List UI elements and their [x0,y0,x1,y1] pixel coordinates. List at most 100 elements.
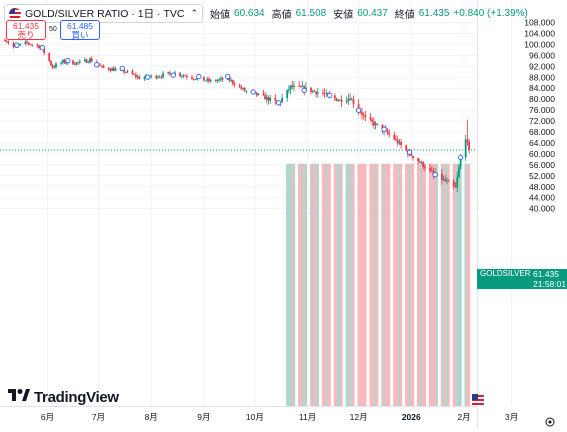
volume-bar [335,163,338,406]
candle-body [350,99,353,101]
event-marker[interactable] [225,73,231,80]
candle-body [357,103,360,111]
candle-body [51,64,54,68]
event-marker[interactable] [14,42,20,48]
event-marker[interactable] [327,92,333,99]
event-marker[interactable] [301,87,307,94]
candle-body [345,100,348,103]
y-tick-label: 100.000 [524,39,555,49]
y-tick-label: 60.000 [529,149,555,159]
candle-body [60,62,62,64]
event-marker[interactable] [119,65,125,72]
low-label: 安値 [333,10,354,21]
candle-body [133,74,136,76]
candle-body [364,115,367,117]
candle-body [337,100,340,102]
candle-body [468,141,470,150]
candle-body [429,168,431,171]
candle-body [87,62,90,64]
event-marker[interactable] [355,107,362,113]
volume-bar [371,163,374,406]
event-marker[interactable] [170,72,176,78]
y-tick-label: 68.000 [529,127,555,137]
candle-body [114,68,117,71]
candle-body [386,130,389,134]
candle-body [230,80,232,81]
volume-bar [454,163,457,406]
volume-bar [434,163,437,406]
sell-price: 61.435 [13,21,39,31]
volume-bar [420,163,423,406]
candle-body [72,60,74,65]
candle-body [63,59,66,64]
collapse-chevron-icon[interactable]: ⌃ [190,8,199,18]
candle-body [464,139,467,158]
us-flag-icon[interactable] [472,393,484,406]
volume-bar [406,163,409,406]
candle-body [371,119,374,122]
settings-gear-icon[interactable] [545,414,555,427]
volume-bar [464,163,467,406]
x-tick-label: 2月 [457,412,470,422]
candle-body [417,158,419,162]
event-marker[interactable] [276,100,282,106]
buy-button[interactable]: 61.485 買い [60,20,100,40]
candle-body [55,63,57,68]
candle-body [143,77,146,80]
event-marker[interactable] [381,126,387,132]
volume-bar [440,163,443,406]
chart-header: GOLD/SILVER RATIO · 1日 · TVC ⌃ 始値 60.634 … [4,4,528,23]
volume-bar [466,163,469,406]
symbol-price-tag: GOLDSILVER [477,269,531,289]
volume-bar [328,163,331,406]
volume-bar [292,163,296,406]
y-tick-label: 88.000 [529,72,555,82]
y-tick-label: 56.000 [529,160,555,170]
volume-bar [457,163,460,406]
event-marker[interactable] [39,45,46,51]
candle-body [264,95,266,100]
event-marker[interactable] [196,73,202,80]
volume-bar [287,163,290,406]
candle-body [78,61,81,63]
candle-body [162,73,164,78]
event-marker[interactable] [145,74,151,80]
candle-body [349,98,351,100]
candle-body [442,178,445,180]
candle-body [376,123,379,125]
volume-bar [326,163,330,406]
volume-bar [468,163,471,406]
volume-bar [325,163,328,406]
volume-bar [442,163,445,406]
tradingview-logo[interactable]: TradingView [8,388,119,406]
volume-bar [291,163,294,406]
event-marker[interactable] [94,62,100,68]
x-tick-label: 8月 [145,412,158,422]
volume-bar [299,163,302,406]
candle-body [204,80,207,82]
candle-body [299,86,302,88]
close-label: 終値 [394,10,415,21]
candle-body [167,72,170,74]
open-value: 60.634 [234,8,265,19]
volume-bar [304,163,307,406]
symbol-selector[interactable]: GOLD/SILVER RATIO · 1日 · TVC ⌃ [4,4,204,23]
candle-body [31,44,34,46]
volume-bar [364,163,367,406]
event-marker[interactable] [432,172,438,178]
event-marker[interactable] [250,89,256,95]
event-marker[interactable] [457,154,464,161]
candle-body [293,85,295,88]
y-tick-label: 48.000 [529,182,555,192]
candle-body [135,74,137,78]
event-marker[interactable] [406,149,413,155]
candle-body [160,76,163,78]
sell-button[interactable]: 61.435 売り [6,20,46,40]
candle-body [111,68,113,71]
candle-body [313,90,316,92]
candle-body [233,83,236,86]
x-tick-label: 10月 [246,412,264,422]
event-marker[interactable] [65,57,71,64]
y-tick-label: 80.000 [529,94,555,104]
